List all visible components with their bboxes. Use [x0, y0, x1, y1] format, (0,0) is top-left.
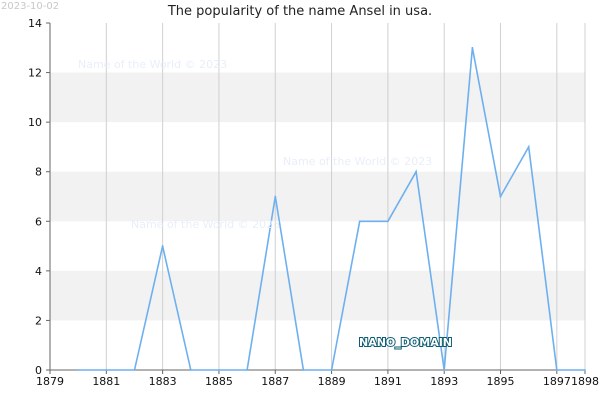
x-tick-label: 1895	[487, 375, 515, 388]
watermark-text: Name of the World © 2023	[283, 155, 432, 168]
data-point	[133, 369, 136, 371]
grid-band	[50, 72, 585, 123]
tick-labels: 0 2 4 6 8 10 12 14 1879 1881 1883 1885 1887 1889 1891 1…	[28, 17, 599, 388]
y-tick-label: 6	[35, 215, 42, 228]
data-point	[302, 369, 305, 371]
y-tick-label: 4	[35, 265, 42, 278]
data-point	[415, 170, 417, 173]
x-tick-label: 1897	[543, 375, 571, 388]
x-tick-label: 1885	[205, 375, 233, 388]
y-tick-label: 14	[28, 17, 42, 30]
y-tick-label: 2	[35, 314, 42, 327]
data-point	[471, 46, 474, 49]
y-tick-label: 10	[28, 116, 42, 129]
data-point	[105, 369, 108, 371]
x-tick-label: 1893	[430, 375, 458, 388]
data-point	[584, 369, 586, 371]
x-tick-label: 1898	[571, 375, 599, 388]
x-tick-label: 1881	[92, 375, 120, 388]
y-tick-label: 8	[35, 166, 42, 179]
alternating-bands	[50, 72, 585, 321]
data-point	[77, 369, 80, 371]
data-point	[274, 195, 277, 198]
x-tick-label: 1889	[318, 375, 346, 388]
x-tick-label: 1891	[374, 375, 402, 388]
data-point	[246, 369, 249, 371]
data-point	[189, 369, 192, 371]
data-point	[218, 369, 220, 371]
grid-band	[50, 270, 585, 321]
data-point	[161, 245, 164, 247]
watermark-text: Name of the World © 2023	[131, 218, 280, 231]
overlays: Name of the World © 2023 Name of the Worl…	[78, 58, 453, 350]
y-tick-label: 12	[28, 67, 42, 80]
watermark-text: Name of the World © 2023	[78, 58, 227, 71]
data-point	[527, 146, 530, 148]
grid-band	[50, 171, 585, 222]
data-point	[443, 369, 446, 371]
plot-area	[77, 46, 586, 371]
y-tick-label: 0	[35, 364, 42, 377]
domain-badge: NANO_DOMAIN	[359, 336, 452, 349]
chart-title: The popularity of the name Ansel in usa.	[167, 4, 432, 19]
x-tick-label: 1879	[36, 375, 64, 388]
data-point	[386, 220, 389, 223]
x-tick-label: 1887	[261, 375, 289, 388]
data-point	[555, 369, 558, 371]
x-tick-label: 1883	[149, 375, 177, 388]
data-point	[358, 220, 361, 223]
date-stamp: 2023-10-02	[1, 1, 59, 12]
data-point	[330, 369, 333, 371]
data-point	[499, 195, 502, 198]
